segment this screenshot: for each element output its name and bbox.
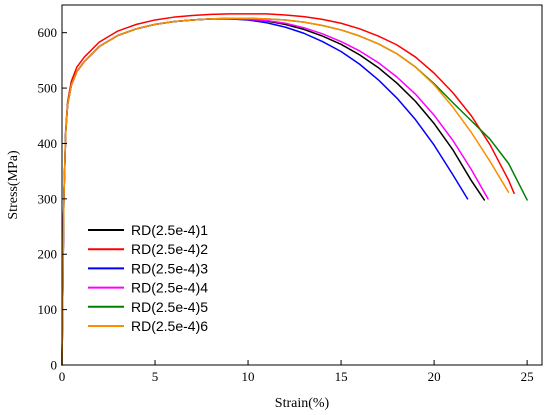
legend-label-6: RD(2.5e-4)6 <box>131 318 208 334</box>
y-axis-title: Stress(MPa) <box>6 150 21 220</box>
x-tick-label: 0 <box>59 369 66 384</box>
x-tick-label: 25 <box>521 369 534 384</box>
x-tick-label: 5 <box>152 369 159 384</box>
legend: RD(2.5e-4)1 RD(2.5e-4)2 RD(2.5e-4)3 RD(2.5e… <box>88 222 208 334</box>
y-tick-label: 600 <box>38 25 58 40</box>
series-line-6 <box>61 17 510 366</box>
y-tick-label: 500 <box>38 81 58 96</box>
y-tick-label: 300 <box>38 191 58 206</box>
y-tick-label: 400 <box>38 136 58 151</box>
x-axis-title: Strain(%) <box>275 396 330 411</box>
plot-frame <box>61 4 543 366</box>
x-tick-label: 10 <box>242 369 255 384</box>
plot-area <box>62 5 542 365</box>
y-tick-label: 100 <box>38 302 58 317</box>
legend-label-3: RD(2.5e-4)3 <box>131 260 208 276</box>
legend-label-2: RD(2.5e-4)2 <box>131 241 208 257</box>
x-tick-label: 20 <box>428 369 441 384</box>
legend-label-5: RD(2.5e-4)5 <box>131 299 208 315</box>
series-layer <box>61 13 528 366</box>
x-axis: 0 5 10 15 20 25 <box>59 360 534 384</box>
legend-label-1: RD(2.5e-4)1 <box>131 222 208 238</box>
x-tick-label: 15 <box>335 369 348 384</box>
legend-label-4: RD(2.5e-4)4 <box>131 280 208 296</box>
y-tick-label: 200 <box>38 247 58 262</box>
y-axis: 0 100 200 300 400 500 600 <box>38 25 67 373</box>
y-tick-label: 0 <box>51 358 58 373</box>
series-line-2 <box>61 13 515 366</box>
